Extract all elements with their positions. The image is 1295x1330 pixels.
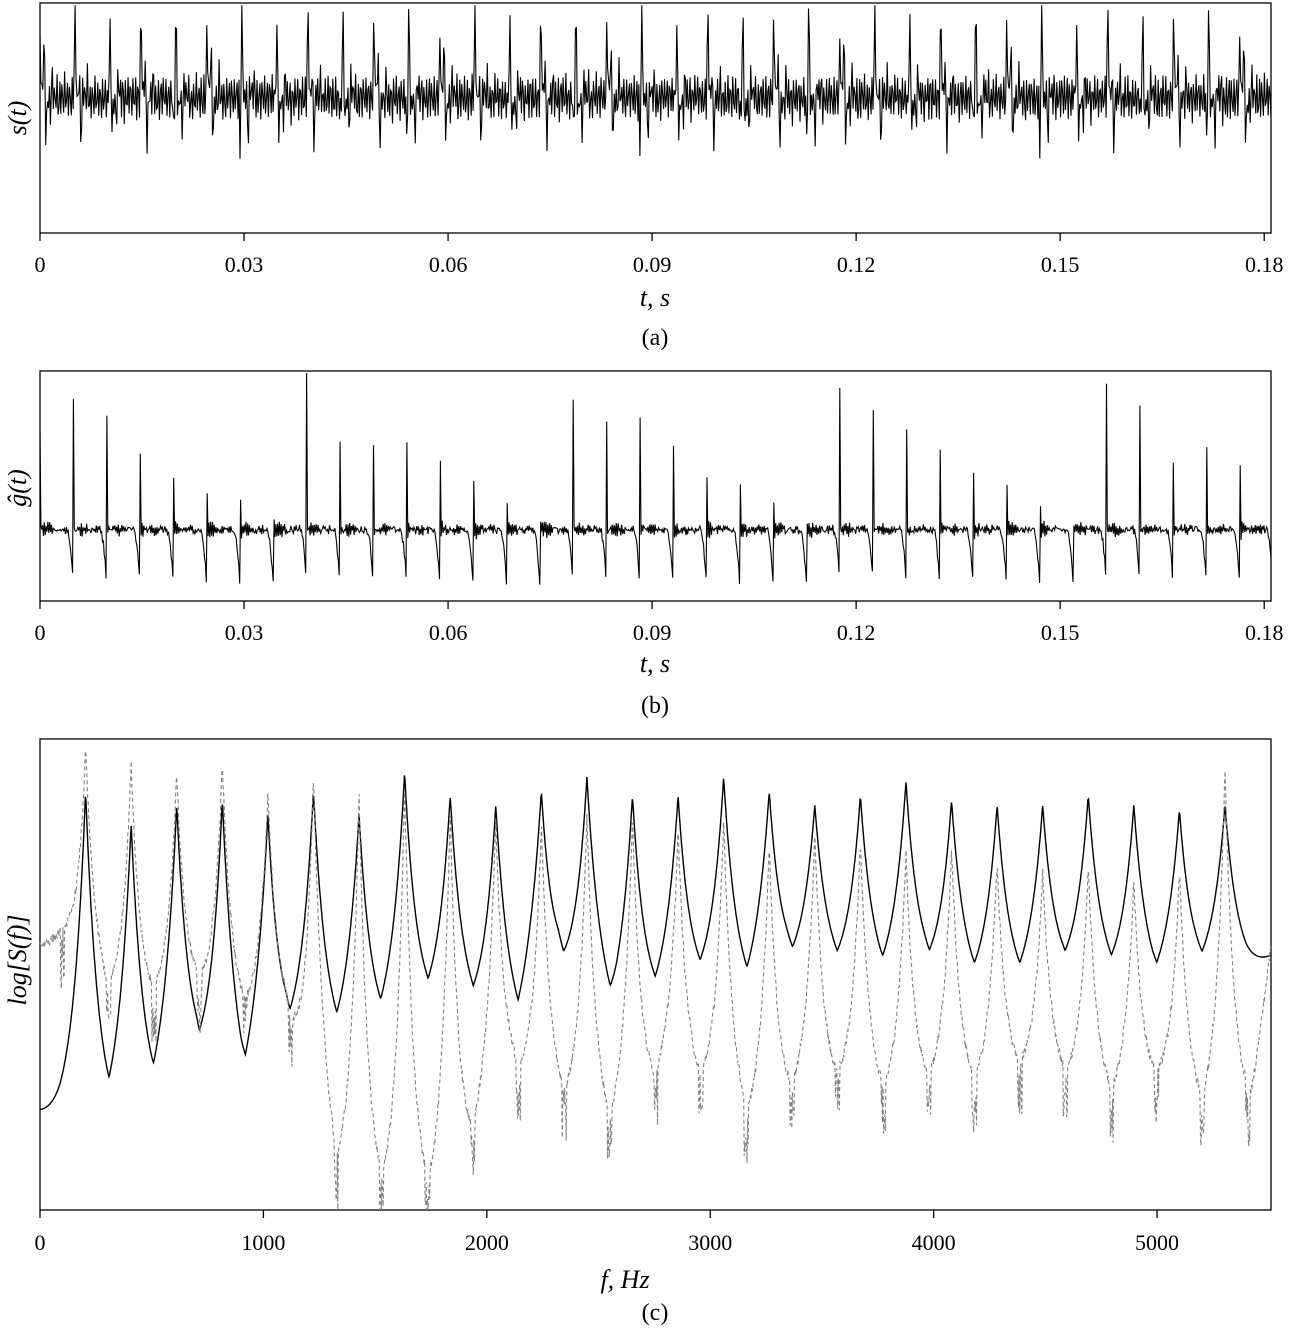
panel-b-series	[39, 372, 1272, 585]
panel-c-tick-label-3: 3000	[688, 1230, 732, 1255]
panel-b-signal: 0 0.03 0.06 0.09 0.12 0.15 0.18 ĝ(t) t, s (b)	[3, 370, 1284, 719]
panel-c-caption: (c)	[642, 1300, 669, 1326]
panel-a-tick-label-4: 0.12	[837, 252, 876, 277]
panel-a-xlabel: t, s	[640, 283, 670, 312]
panel-a-tick-label-5: 0.15	[1041, 252, 1080, 277]
panel-a-ylabel: s(t)	[3, 101, 32, 136]
panel-a-tick-label-0: 0	[35, 252, 46, 277]
panel-b-x-ticks: 0 0.03 0.06 0.09 0.12 0.15 0.18	[35, 601, 1284, 645]
panel-b-tick-label-4: 0.12	[837, 620, 876, 645]
panel-b-tick-label-0: 0	[35, 620, 46, 645]
panel-a-tick-label-1: 0.03	[225, 252, 264, 277]
panel-c-spectrum: 0 1000 2000 3000 4000 5000 log[S(f)] f, Hz (c…	[3, 738, 1272, 1326]
panel-b-tick-label-1: 0.03	[225, 620, 264, 645]
panel-c-series-solid-line	[39, 775, 1272, 1111]
panel-c-tick-label-2: 2000	[465, 1230, 509, 1255]
panel-a-series	[39, 5, 1272, 159]
panel-c-series-dashed-line	[39, 750, 1272, 1211]
panel-b-series-line	[39, 372, 1272, 585]
panel-c-series	[39, 750, 1272, 1211]
panel-b-tick-label-3: 0.09	[633, 620, 672, 645]
panel-a-caption: (a)	[642, 325, 669, 351]
panel-b-tick-label-6: 0.18	[1245, 620, 1284, 645]
panel-c-xlabel: f, Hz	[600, 1265, 649, 1294]
panel-c-tick-label-5: 5000	[1135, 1230, 1179, 1255]
panel-b-ylabel: ĝ(t)	[3, 469, 32, 507]
panel-a-tick-label-6: 0.18	[1245, 252, 1284, 277]
panel-c-tick-label-1: 1000	[241, 1230, 285, 1255]
panel-c-frame	[39, 738, 1272, 1211]
panel-b-caption: (b)	[641, 693, 669, 719]
panel-b-tick-label-5: 0.15	[1041, 620, 1080, 645]
panel-c-tick-label-4: 4000	[912, 1230, 956, 1255]
panel-a-frame	[39, 2, 1272, 234]
panel-b-xlabel: t, s	[640, 649, 670, 678]
panel-a-signal: 0 0.03 0.06 0.09 0.12 0.15 0.18 s(t) t, s (a)	[3, 2, 1284, 351]
panel-a-x-ticks: 0 0.03 0.06 0.09 0.12 0.15 0.18	[35, 233, 1284, 277]
panel-a-series-line	[39, 5, 1272, 159]
panel-c-tick-label-0: 0	[35, 1230, 46, 1255]
panel-b-tick-label-2: 0.06	[429, 620, 468, 645]
panel-b-frame	[39, 370, 1272, 602]
panel-c-ylabel: log[S(f)]	[3, 915, 32, 1006]
panel-a-tick-label-3: 0.09	[633, 252, 672, 277]
panel-a-tick-label-2: 0.06	[429, 252, 468, 277]
panel-c-x-ticks: 0 1000 2000 3000 4000 5000	[35, 1210, 1179, 1255]
